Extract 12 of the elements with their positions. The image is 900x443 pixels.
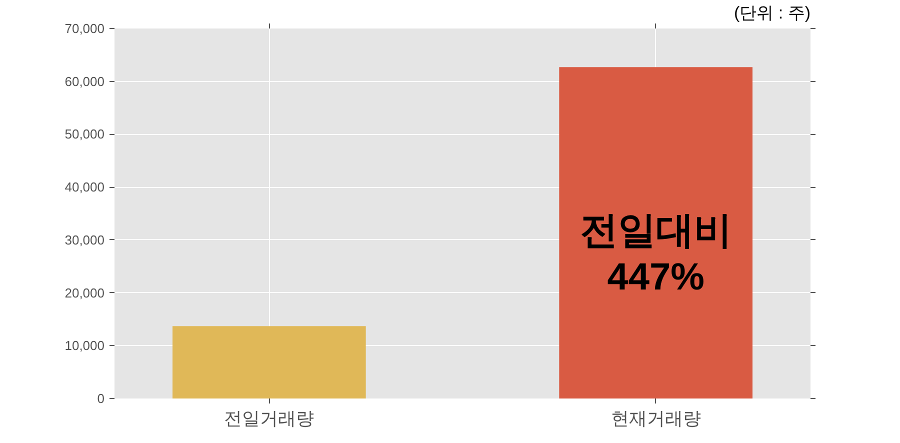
y-tick-label: 60,000 — [64, 74, 105, 89]
x-tick-label: 전일거래량 — [224, 408, 314, 428]
y-tick-label: 50,000 — [64, 126, 105, 142]
text: (단위 : 주) — [734, 4, 811, 22]
x-tick-label: 현재거래량 — [610, 408, 701, 428]
y-tick-label: 0 — [97, 391, 105, 406]
y-tick-label: 70,000 — [64, 21, 105, 36]
y-tick-label: 40,000 — [64, 180, 105, 195]
y-tick-label: 20,000 — [64, 285, 105, 300]
y-tick-label: 30,000 — [64, 232, 105, 248]
annotation: 전일대비 447% — [580, 210, 732, 298]
y-tick-label: 10,000 — [64, 338, 105, 354]
